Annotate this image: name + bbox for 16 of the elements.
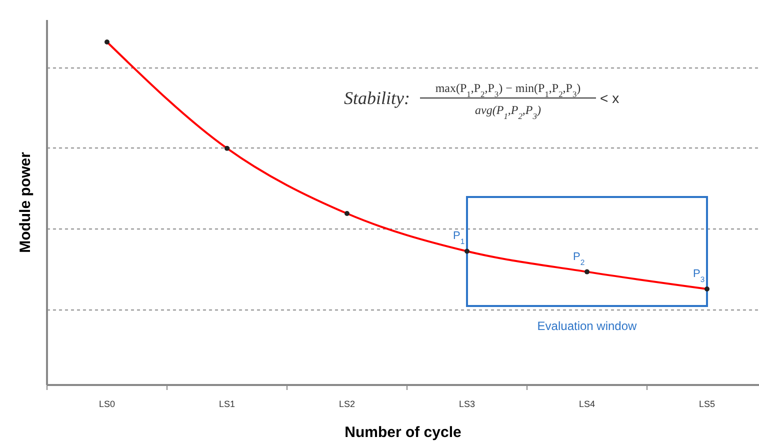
x-tick-label: LS5 bbox=[698, 399, 716, 409]
x-tick-label: LS4 bbox=[578, 399, 596, 409]
annotation: Stability: bbox=[344, 88, 410, 108]
x-tick-label: LS2 bbox=[338, 399, 356, 409]
annotation: P$_{1}$ bbox=[453, 230, 465, 246]
annotation: avg(P$_{1}$,P$_{2}$,P$_{3}$) bbox=[475, 103, 541, 120]
annotation: < x bbox=[600, 90, 620, 106]
x-tick-label: LS0 bbox=[98, 399, 116, 409]
x-tick-label: LS3 bbox=[458, 399, 476, 409]
x-tick-label: LS1 bbox=[218, 399, 236, 409]
annotation: Evaluation window bbox=[537, 319, 638, 333]
annotation: P$_{3}$ bbox=[693, 268, 705, 284]
x-axis-title: Number of cycle bbox=[344, 424, 462, 441]
annotation: P$_{2}$ bbox=[573, 250, 585, 266]
text: max(P$_{1}$,P$_{2}$,P$_{3}$) − min(P$_{1}$,P$_{2}$,P$_{3}$) bbox=[435, 81, 581, 98]
y-axis-title: Module power bbox=[17, 152, 34, 253]
